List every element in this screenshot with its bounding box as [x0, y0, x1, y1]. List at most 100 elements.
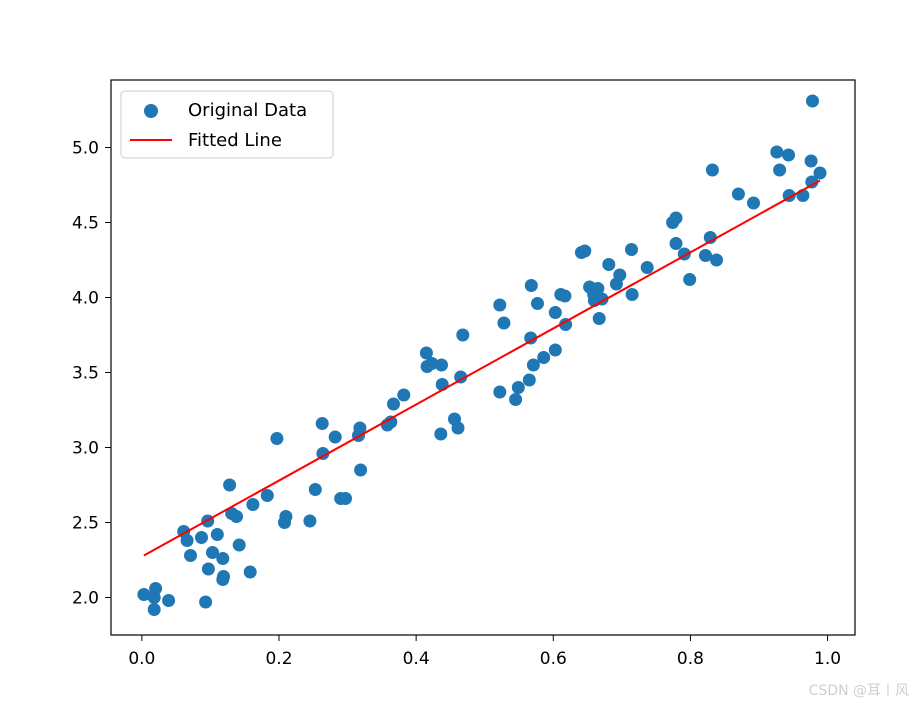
- data-point: [246, 498, 260, 511]
- data-point: [640, 261, 654, 274]
- data-point: [195, 531, 208, 544]
- data-point: [625, 243, 638, 256]
- data-point: [710, 253, 723, 267]
- y-tick-label: 2.0: [72, 589, 99, 609]
- data-point: [537, 351, 551, 364]
- data-point: [782, 148, 795, 162]
- data-point: [243, 565, 257, 579]
- y-tick-label: 4.5: [72, 214, 99, 234]
- y-tick-label: 5.0: [72, 139, 99, 159]
- data-point: [703, 231, 717, 244]
- x-tick-label: 0.8: [677, 649, 704, 669]
- data-point: [773, 163, 787, 177]
- data-point: [731, 187, 745, 201]
- watermark: CSDN @耳丨风: [808, 683, 909, 699]
- data-point: [210, 528, 224, 541]
- data-point: [669, 237, 683, 250]
- legend-label-original-data: Original Data: [188, 100, 307, 121]
- data-point: [303, 514, 317, 528]
- data-point: [747, 196, 760, 210]
- y-tick-label: 3.0: [72, 439, 99, 459]
- x-tick-label: 0.4: [403, 649, 430, 669]
- data-point: [425, 357, 439, 370]
- data-point: [558, 289, 572, 303]
- x-axis: 0.0 0.2 0.4 0.6 0.8 1.0: [128, 635, 841, 669]
- data-point: [232, 538, 246, 552]
- data-point: [454, 370, 468, 384]
- data-point: [434, 427, 448, 441]
- data-point: [384, 415, 398, 429]
- data-point: [354, 463, 368, 477]
- data-point: [526, 358, 540, 372]
- data-point: [509, 393, 523, 406]
- legend-label-fitted-line: Fitted Line: [188, 130, 282, 151]
- data-point: [669, 211, 683, 225]
- data-point: [699, 249, 712, 262]
- data-point: [230, 510, 243, 523]
- data-point: [591, 282, 605, 295]
- data-point: [435, 358, 448, 372]
- data-points: [137, 94, 827, 616]
- data-point: [279, 510, 293, 523]
- y-tick-label: 2.5: [72, 514, 99, 534]
- data-point: [308, 483, 322, 496]
- data-point: [270, 432, 284, 445]
- data-point: [705, 163, 719, 177]
- data-point: [180, 534, 194, 547]
- data-point: [316, 447, 330, 460]
- data-point: [683, 273, 697, 286]
- data-point: [353, 421, 367, 435]
- data-point: [524, 331, 538, 345]
- x-tick-label: 0.6: [540, 649, 567, 669]
- data-point: [578, 244, 592, 258]
- data-point: [524, 279, 538, 292]
- data-point: [147, 603, 161, 616]
- data-point: [419, 346, 433, 360]
- data-point: [456, 328, 470, 342]
- data-point: [397, 388, 411, 402]
- data-point: [162, 594, 176, 607]
- data-point: [770, 145, 784, 159]
- data-point: [315, 417, 329, 430]
- data-point: [493, 385, 507, 399]
- y-axis: 2.0 2.5 3.0 3.5 4.0 4.5 5.0: [72, 139, 111, 609]
- data-point: [559, 318, 573, 331]
- data-point: [387, 397, 400, 411]
- data-point: [339, 492, 352, 505]
- data-point: [260, 489, 274, 502]
- x-tick-label: 1.0: [814, 649, 841, 669]
- data-point: [805, 175, 819, 189]
- data-point: [804, 154, 818, 168]
- data-point: [493, 298, 507, 312]
- fitted-line-layer: [143, 179, 821, 557]
- plot-background: [111, 80, 855, 635]
- data-point: [625, 288, 639, 301]
- data-point: [592, 312, 606, 325]
- data-point: [548, 343, 562, 357]
- data-point: [522, 373, 536, 387]
- legend-marker-original-data: [144, 104, 158, 118]
- data-point: [497, 316, 511, 330]
- data-point: [216, 552, 230, 565]
- legend: Original Data Fitted Line: [120, 90, 334, 159]
- data-point: [206, 546, 219, 559]
- data-point: [511, 381, 525, 394]
- data-point: [328, 430, 342, 444]
- data-point: [199, 595, 213, 609]
- data-point: [201, 562, 215, 576]
- x-tick-label: 0.2: [265, 649, 292, 669]
- data-point: [217, 570, 230, 583]
- data-point: [531, 297, 544, 310]
- fitted-line: [143, 179, 821, 557]
- data-point: [451, 421, 465, 435]
- data-point: [149, 582, 163, 595]
- data-point: [813, 166, 827, 180]
- data-point: [223, 478, 237, 492]
- data-point: [613, 268, 627, 282]
- y-tick-label: 3.5: [72, 364, 99, 384]
- data-point: [602, 258, 616, 271]
- data-point: [184, 549, 197, 562]
- y-tick-label: 4.0: [72, 289, 99, 309]
- x-tick-label: 0.0: [128, 649, 155, 669]
